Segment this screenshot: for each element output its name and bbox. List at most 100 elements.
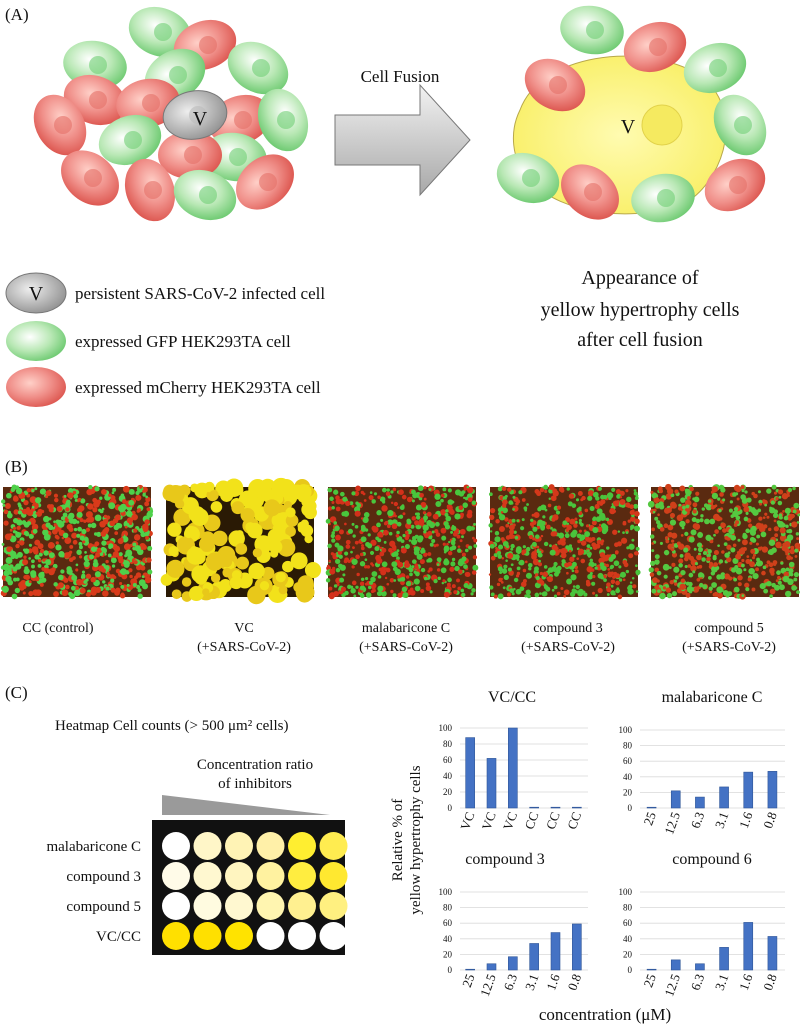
cell-spot [129,574,133,579]
cell-spot [391,523,398,530]
cell-spot [9,564,14,569]
cell-spot [542,515,546,519]
cell-spot [571,529,578,536]
cell-spot [622,520,627,525]
cell-spot [333,521,338,525]
cell-spot [426,511,432,517]
cell-spot [350,550,353,554]
cell-spot [625,502,631,508]
cell-spot [325,518,331,524]
cell-spot [679,553,684,558]
cell-spot [461,490,466,494]
cell-spot [534,488,540,494]
cell-spot [100,531,107,537]
cell-spot [330,533,336,539]
cell-spot [740,485,745,490]
cell-spot [599,549,603,552]
cell-spot [111,491,115,495]
cell-spot [749,536,756,542]
cell-spot [28,557,31,560]
heatmap-well [225,922,253,950]
cell-spot [552,488,558,494]
cell-spot [349,501,354,506]
cell-spot [62,512,68,518]
cell-spot [457,545,461,548]
cell-spot [650,534,655,539]
cell-spot [602,494,608,500]
cell-spot [715,565,720,571]
chart-title: VC/CC [488,689,536,706]
cell-spot [616,541,622,547]
cell-spot [577,491,583,496]
cell-spot [791,585,797,591]
cell-spot [755,560,762,567]
cell-spot [413,578,420,585]
cell-spot [133,560,138,565]
cell-spot [783,515,789,521]
cell-spot [384,576,388,580]
x-tick-label: 25 [640,810,659,827]
cell-spot [440,509,447,516]
bar [465,737,475,809]
cell-spot [103,514,108,519]
nucleus [144,181,162,199]
cell-spot [117,538,124,545]
cell-spot [713,550,719,556]
cell-spot [501,557,505,560]
cell-spot [331,538,336,543]
cell-spot [459,528,466,535]
nucleus [277,111,295,129]
cell-spot [730,514,735,518]
cell-spot [540,504,547,511]
cell-spot [445,515,452,522]
cell-spot [247,522,263,539]
cell-spot [750,508,757,514]
cell-spot [405,575,410,579]
cell-spot [658,501,664,507]
cell-spot [556,565,562,571]
cell-spot [766,488,772,494]
cell-spot [574,520,578,524]
cell-spot [344,590,349,596]
cell-spot [435,501,442,508]
cell-spot [303,505,317,520]
cell-spot [423,515,429,521]
cell-spot [489,492,493,497]
cell-spot [746,555,750,558]
cell-spot [423,530,427,534]
cell-spot [610,553,617,560]
cell-spot [6,512,13,519]
cell-spot [386,488,390,492]
cell-spot [789,556,794,560]
cell-spot [786,529,790,534]
cell-spot [792,486,796,491]
panel-label: (A) [5,5,29,24]
cell-spot [399,505,405,511]
cell-spot [5,557,13,564]
cell-spot [521,498,526,502]
cell-spot [730,535,737,541]
cell-spot [84,562,88,566]
cell-spot [534,592,540,598]
cell-spot [713,562,718,568]
cell-spot [564,533,570,539]
cell-spot [649,572,655,577]
cell-spot [327,506,333,511]
cell-spot [516,558,520,561]
cell-spot [723,542,728,547]
cell-spot [181,577,192,587]
cell-spot [777,575,781,580]
cell-spot [344,557,350,563]
cell-spot [760,531,767,538]
cell-spot [17,502,21,506]
cell-spot [109,495,116,501]
cell-spot [360,577,365,582]
cell-spot [518,560,523,566]
cell-spot [695,518,701,524]
cell-spot [458,505,464,511]
bar [743,771,754,809]
cell-spot [489,514,495,520]
cell-spot [556,591,561,596]
cell-spot [74,498,78,502]
cell-spot [759,583,766,590]
